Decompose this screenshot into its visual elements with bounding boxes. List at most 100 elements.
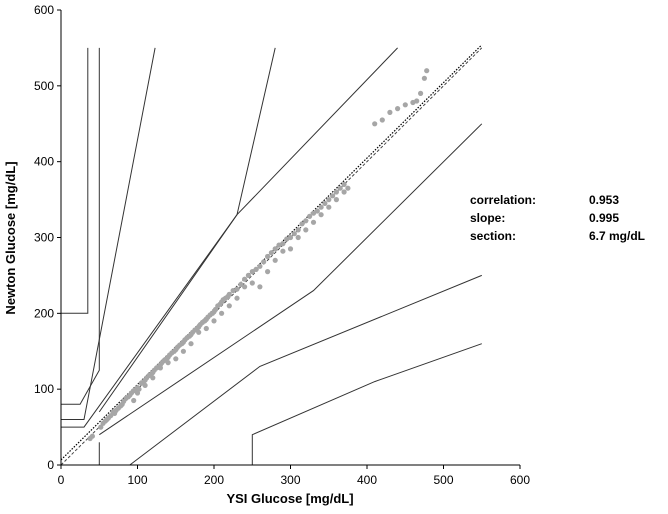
stat-correlation-value: 0.953: [589, 193, 620, 207]
data-point: [424, 68, 430, 74]
data-point: [314, 208, 320, 214]
data-point: [341, 189, 347, 195]
data-point: [333, 197, 339, 203]
data-point: [230, 288, 236, 294]
data-point: [265, 269, 271, 275]
data-point: [272, 257, 278, 263]
stat-section: section: 6.7 mg/dL: [470, 227, 645, 245]
y-tick-label: 300: [34, 231, 54, 245]
data-point: [303, 227, 309, 233]
zone-line-upper-d: [61, 47, 100, 405]
data-point: [242, 276, 248, 282]
data-point: [318, 212, 324, 218]
data-point: [299, 221, 305, 227]
y-tick-label: 200: [34, 306, 54, 320]
data-point: [307, 213, 313, 219]
zone-line-upper-c: [61, 47, 156, 420]
data-point: [212, 306, 219, 313]
data-point: [234, 295, 240, 301]
data-points: [87, 68, 430, 442]
data-point: [142, 382, 148, 388]
data-point: [268, 250, 274, 256]
reference-lines: [60, 44, 483, 466]
data-point: [345, 185, 351, 191]
data-point: [318, 204, 324, 210]
data-point: [211, 318, 217, 324]
data-point: [291, 231, 297, 237]
data-point: [280, 241, 286, 247]
data-point: [165, 360, 171, 366]
zone-line-upper-b: [61, 47, 276, 428]
data-point: [89, 433, 95, 439]
data-point: [287, 234, 294, 241]
data-point: [303, 218, 309, 224]
stat-section-label: section:: [470, 229, 517, 243]
stat-section-value: 6.7 mg/dL: [589, 229, 646, 243]
x-tick-label: 500: [433, 473, 453, 487]
data-point: [326, 197, 332, 203]
data-point: [150, 375, 156, 381]
data-point: [131, 397, 137, 404]
data-point: [173, 356, 179, 362]
zone-line-lower-b: [129, 274, 482, 466]
data-point: [272, 246, 278, 252]
stat-correlation: correlation: 0.953: [470, 191, 645, 209]
y-tick-label: 100: [34, 382, 54, 396]
data-point: [253, 266, 259, 272]
zone-line-upper-a: [98, 47, 398, 413]
data-point: [242, 284, 248, 290]
data-point: [295, 227, 301, 233]
data-point: [188, 341, 194, 347]
data-point: [257, 284, 263, 290]
data-point: [249, 280, 255, 286]
data-point: [245, 272, 251, 278]
stat-slope: slope: 0.995: [470, 209, 645, 227]
data-point: [265, 253, 271, 260]
data-point: [249, 269, 255, 275]
data-point: [326, 204, 332, 210]
x-tick-label: 100: [127, 473, 147, 487]
data-point: [418, 90, 424, 96]
data-point: [310, 219, 317, 225]
stat-slope-label: slope:: [470, 211, 506, 225]
data-point: [310, 210, 317, 216]
data-point: [395, 106, 401, 112]
data-point: [322, 200, 328, 206]
data-point: [196, 329, 202, 335]
x-tick-label: 200: [204, 473, 224, 487]
y-tick-label: 600: [34, 3, 54, 17]
x-tick-label: 0: [58, 473, 65, 487]
data-point: [372, 121, 378, 127]
data-point: [387, 109, 393, 115]
data-point: [98, 424, 104, 430]
data-point: [180, 348, 186, 354]
data-point: [330, 193, 336, 199]
data-point: [421, 75, 427, 81]
regression-line: [60, 44, 483, 461]
data-point: [276, 242, 282, 248]
x-tick-label: 600: [510, 473, 530, 487]
data-point: [108, 413, 114, 419]
x-axis-title: YSI Glucose [mg/dL]: [226, 491, 353, 506]
y-tick-label: 0: [47, 458, 54, 472]
y-axis-title: Newton Glucose [mg/dL]: [3, 161, 18, 314]
x-tick-label: 300: [280, 473, 300, 487]
statistics-panel: correlation: 0.953 slope: 0.995 section: 6.…: [470, 191, 645, 245]
zone-line-lower-a: [99, 123, 483, 436]
error-grid-zones: [61, 47, 483, 466]
x-tick-label: 400: [357, 473, 377, 487]
axes: 0 100 200 300 400 500 600 0 100 200 300 400 500 600: [34, 3, 530, 487]
data-point: [337, 185, 343, 191]
data-point: [226, 303, 232, 309]
data-point: [261, 259, 267, 265]
data-point: [379, 117, 385, 123]
data-point: [234, 286, 240, 292]
data-point: [157, 365, 163, 371]
data-point: [203, 325, 209, 332]
data-point: [287, 246, 294, 252]
data-point: [219, 310, 225, 316]
zone-line-upper-e: [61, 47, 89, 314]
y-tick-label: 400: [34, 155, 54, 169]
data-point: [414, 98, 420, 104]
